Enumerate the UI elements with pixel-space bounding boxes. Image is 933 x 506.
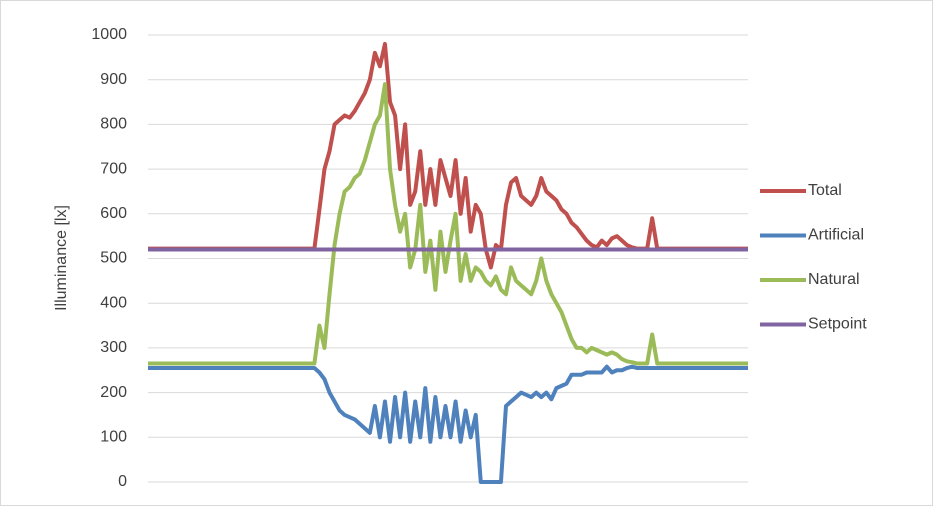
series-line bbox=[148, 364, 748, 484]
y-tick-label: 100 bbox=[100, 429, 127, 446]
legend-label: Natural bbox=[808, 271, 860, 288]
y-tick-label: 500 bbox=[100, 250, 127, 267]
y-axis-label: Illuminance [lx] bbox=[53, 205, 70, 311]
y-tick-label: 700 bbox=[100, 160, 127, 177]
legend-label: Total bbox=[808, 182, 842, 199]
y-tick-label: 0 bbox=[118, 473, 127, 490]
y-tick-label: 300 bbox=[100, 339, 127, 356]
legend-label: Setpoint bbox=[808, 316, 867, 333]
y-tick-label: 900 bbox=[100, 71, 127, 88]
legend-label: Artificial bbox=[808, 227, 864, 244]
y-tick-label: 400 bbox=[100, 294, 127, 311]
y-tick-label: 800 bbox=[100, 116, 127, 133]
y-tick-label: 600 bbox=[100, 205, 127, 222]
y-tick-label: 200 bbox=[100, 384, 127, 401]
y-tick-label: 1000 bbox=[91, 26, 127, 43]
series-line bbox=[148, 82, 748, 366]
